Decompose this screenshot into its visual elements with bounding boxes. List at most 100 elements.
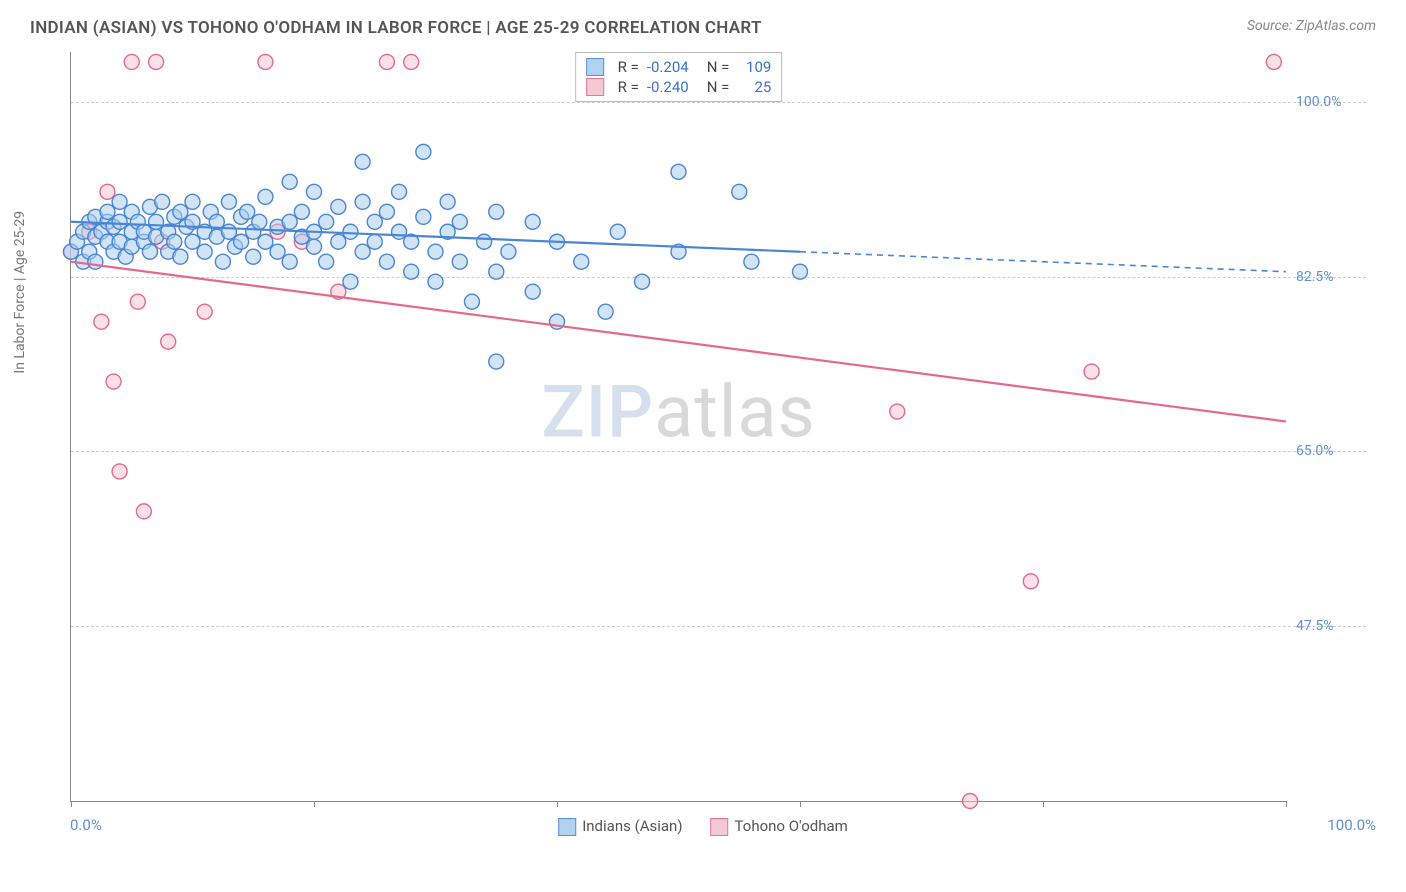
y-axis-label: In Labor Force | Age 25-29 [12, 211, 28, 374]
x-tick [1286, 801, 1287, 807]
blue-point [464, 294, 479, 309]
blue-point [416, 144, 431, 159]
pink-point [197, 304, 212, 319]
blue-point [88, 254, 103, 269]
chart-container: In Labor Force | Age 25-29 ZIPatlas R =-… [30, 52, 1376, 842]
blue-point [404, 264, 419, 279]
blue-point [793, 264, 808, 279]
blue-point [428, 244, 443, 259]
x-tick [800, 801, 801, 807]
blue-point [343, 274, 358, 289]
pink-point [149, 54, 164, 69]
blue-point [331, 234, 346, 249]
blue-point [240, 204, 255, 219]
legend-stat-row: R = -0.240 N = 25 [586, 77, 772, 97]
pink-point [136, 504, 151, 519]
blue-point [185, 234, 200, 249]
blue-point [355, 194, 370, 209]
blue-point [167, 234, 182, 249]
blue-point [307, 184, 322, 199]
blue-point [185, 194, 200, 209]
blue-point [246, 249, 261, 264]
legend-swatch [586, 78, 604, 96]
x-tick [557, 801, 558, 807]
blue-point [489, 264, 504, 279]
r-value: -0.240 [647, 78, 689, 96]
blue-trendline-extrapolated [800, 252, 1286, 272]
pink-point [404, 54, 419, 69]
legend-swatch [711, 818, 729, 836]
pink-point [1023, 574, 1038, 589]
blue-point [379, 254, 394, 269]
pink-point [258, 54, 273, 69]
x-axis-max-label: 100.0% [1327, 816, 1376, 834]
blue-point [428, 274, 443, 289]
legend-swatch [558, 818, 576, 836]
blue-point [234, 234, 249, 249]
pink-point [890, 404, 905, 419]
blue-point [112, 194, 127, 209]
pink-point [112, 464, 127, 479]
r-label: R = [618, 58, 639, 76]
y-tick-label: 82.5% [1296, 269, 1368, 285]
pink-point [1266, 54, 1281, 69]
x-tick [1043, 801, 1044, 807]
blue-point [331, 199, 346, 214]
blue-point [440, 194, 455, 209]
blue-point [270, 244, 285, 259]
blue-point [367, 234, 382, 249]
blue-point [112, 214, 127, 229]
blue-point [221, 224, 236, 239]
n-value: 25 [737, 78, 771, 96]
r-label: R = [618, 78, 639, 96]
blue-point [671, 164, 686, 179]
blue-point [744, 254, 759, 269]
blue-point [416, 209, 431, 224]
legend-label: Indians (Asian) [582, 817, 682, 835]
blue-point [307, 239, 322, 254]
blue-point [574, 254, 589, 269]
blue-point [489, 204, 504, 219]
blue-point [282, 174, 297, 189]
pink-trendline [71, 262, 1286, 422]
blue-point [252, 214, 267, 229]
pink-point [130, 294, 145, 309]
pink-point [94, 314, 109, 329]
blue-point [100, 204, 115, 219]
blue-point [282, 254, 297, 269]
blue-point [452, 254, 467, 269]
y-tick-label: 47.5% [1296, 618, 1368, 634]
n-label: N = [707, 58, 730, 76]
blue-point [355, 154, 370, 169]
blue-point [525, 214, 540, 229]
n-label: N = [707, 78, 730, 96]
r-value: -0.204 [647, 58, 689, 76]
legend-stat-row: R = -0.204 N = 109 [586, 57, 772, 77]
blue-point [489, 354, 504, 369]
pink-point [963, 794, 978, 809]
blue-point [501, 244, 516, 259]
x-tick [71, 801, 72, 807]
blue-point [367, 214, 382, 229]
n-value: 109 [737, 58, 771, 76]
blue-point [452, 214, 467, 229]
blue-point [149, 214, 164, 229]
series-legend: Indians (Asian) Tohono O'odham [558, 817, 848, 836]
blue-point [197, 244, 212, 259]
blue-point [173, 204, 188, 219]
legend-label: Tohono O'odham [735, 817, 848, 835]
plot-area: ZIPatlas R =-0.204N =109R =-0.240N =25 1… [70, 52, 1286, 802]
blue-point [215, 254, 230, 269]
blue-point [598, 304, 613, 319]
blue-point [142, 244, 157, 259]
y-tick-label: 65.0% [1296, 443, 1368, 459]
blue-point [379, 204, 394, 219]
blue-point [355, 244, 370, 259]
blue-point [221, 194, 236, 209]
pink-point [1084, 364, 1099, 379]
pink-point [161, 334, 176, 349]
blue-point [525, 284, 540, 299]
blue-point [319, 254, 334, 269]
blue-point [392, 224, 407, 239]
blue-point [392, 184, 407, 199]
